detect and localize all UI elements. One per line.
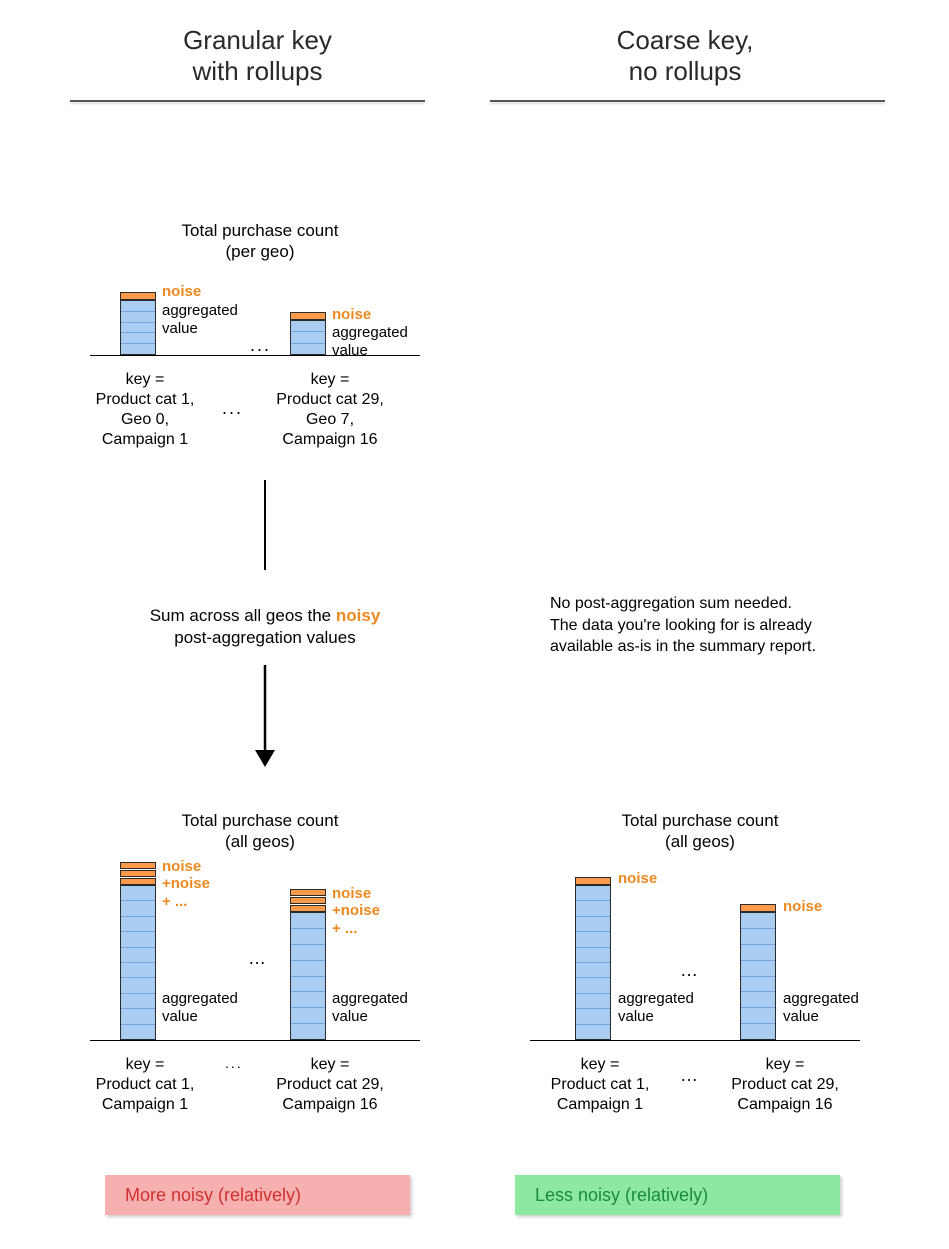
left-bottom-key-1: key =Product cat 1,Campaign 1: [80, 1055, 210, 1115]
left-top-dots-axis: ...: [250, 335, 271, 356]
left-conclusion: More noisy (relatively): [105, 1175, 410, 1215]
left-top-bar1-noise-label: noise: [162, 283, 201, 300]
noise-cap-icon: [740, 904, 776, 912]
left-bottom-axis: [90, 1040, 420, 1041]
left-bottom-bar1-noise-label: noise+noise+ ...: [162, 858, 210, 910]
right-bottom-axis: [530, 1040, 860, 1041]
left-bottom-mid-dots: …: [248, 948, 268, 969]
sum-noisy: noisy: [336, 606, 380, 625]
left-bottom-bar1-value-label: aggregatedvalue: [162, 990, 238, 1026]
right-bottom-key-2: key =Product cat 29,Campaign 16: [710, 1055, 860, 1115]
noise-seg-icon: [290, 889, 326, 896]
left-top-key-2: key =Product cat 29,Geo 7,Campaign 16: [255, 370, 405, 450]
noise-seg-icon: [290, 897, 326, 904]
left-bottom-bar2-value-label: aggregatedvalue: [332, 990, 408, 1026]
sum-prefix: Sum across all geos the: [150, 606, 336, 625]
left-top-chart-title: Total purchase count(per geo): [150, 220, 370, 263]
arrow-down-icon: [250, 665, 280, 770]
left-bottom-key-2: key =Product cat 29,Campaign 16: [255, 1055, 405, 1115]
left-sum-text: Sum across all geos the noisy post-aggreg…: [110, 605, 420, 649]
left-bottom-chart-title: Total purchase count(all geos): [150, 810, 370, 853]
left-bottom-bar-2: [290, 912, 326, 1040]
right-bottom-dots: …: [680, 1065, 700, 1086]
right-bottom-bar2-noise-label: noise: [783, 898, 822, 915]
left-top-bar-2: [290, 320, 326, 355]
right-heading: Coarse key,no rollups: [500, 25, 870, 87]
right-bottom-bar2-value-label: aggregatedvalue: [783, 990, 859, 1026]
right-bottom-bar-2: [740, 912, 776, 1040]
left-bottom-bar-1: [120, 885, 156, 1040]
left-top-key-1: key =Product cat 1,Geo 0,Campaign 1: [80, 370, 210, 450]
right-bottom-mid-dots: …: [680, 960, 700, 981]
noise-seg-icon: [120, 862, 156, 869]
right-bottom-bar1-noise-label: noise: [618, 870, 657, 887]
left-heading: Granular keywith rollups: [95, 25, 420, 87]
noise-cap-icon: [120, 292, 156, 300]
sum-suffix: post-aggregation values: [174, 628, 355, 647]
left-top-bar1-value-label: aggregatedvalue: [162, 302, 238, 338]
left-top-bar2-value-label: aggregatedvalue: [332, 324, 408, 360]
right-bottom-key-1: key =Product cat 1,Campaign 1: [535, 1055, 665, 1115]
left-hr: [70, 100, 425, 102]
left-bottom-bar2-noise-label: noise+noise+ ...: [332, 885, 380, 937]
noise-seg-icon: [120, 878, 156, 885]
right-bottom-chart-title: Total purchase count(all geos): [590, 810, 810, 853]
right-hr: [490, 100, 885, 102]
right-bottom-bar1-value-label: aggregatedvalue: [618, 990, 694, 1026]
left-bottom-dots: ...: [225, 1055, 243, 1071]
noise-cap-icon: [575, 877, 611, 885]
right-bottom-bar-1: [575, 885, 611, 1040]
noise-seg-icon: [120, 870, 156, 877]
noise-cap-icon: [290, 312, 326, 320]
noise-seg-icon: [290, 905, 326, 912]
right-conclusion: Less noisy (relatively): [515, 1175, 840, 1215]
left-top-bar-1: [120, 300, 156, 355]
left-top-dots: ...: [222, 398, 243, 419]
right-explain: No post-aggregation sum needed.The data …: [550, 593, 890, 658]
arrow-down-icon: [255, 480, 275, 580]
left-top-bar2-noise-label: noise: [332, 306, 371, 323]
